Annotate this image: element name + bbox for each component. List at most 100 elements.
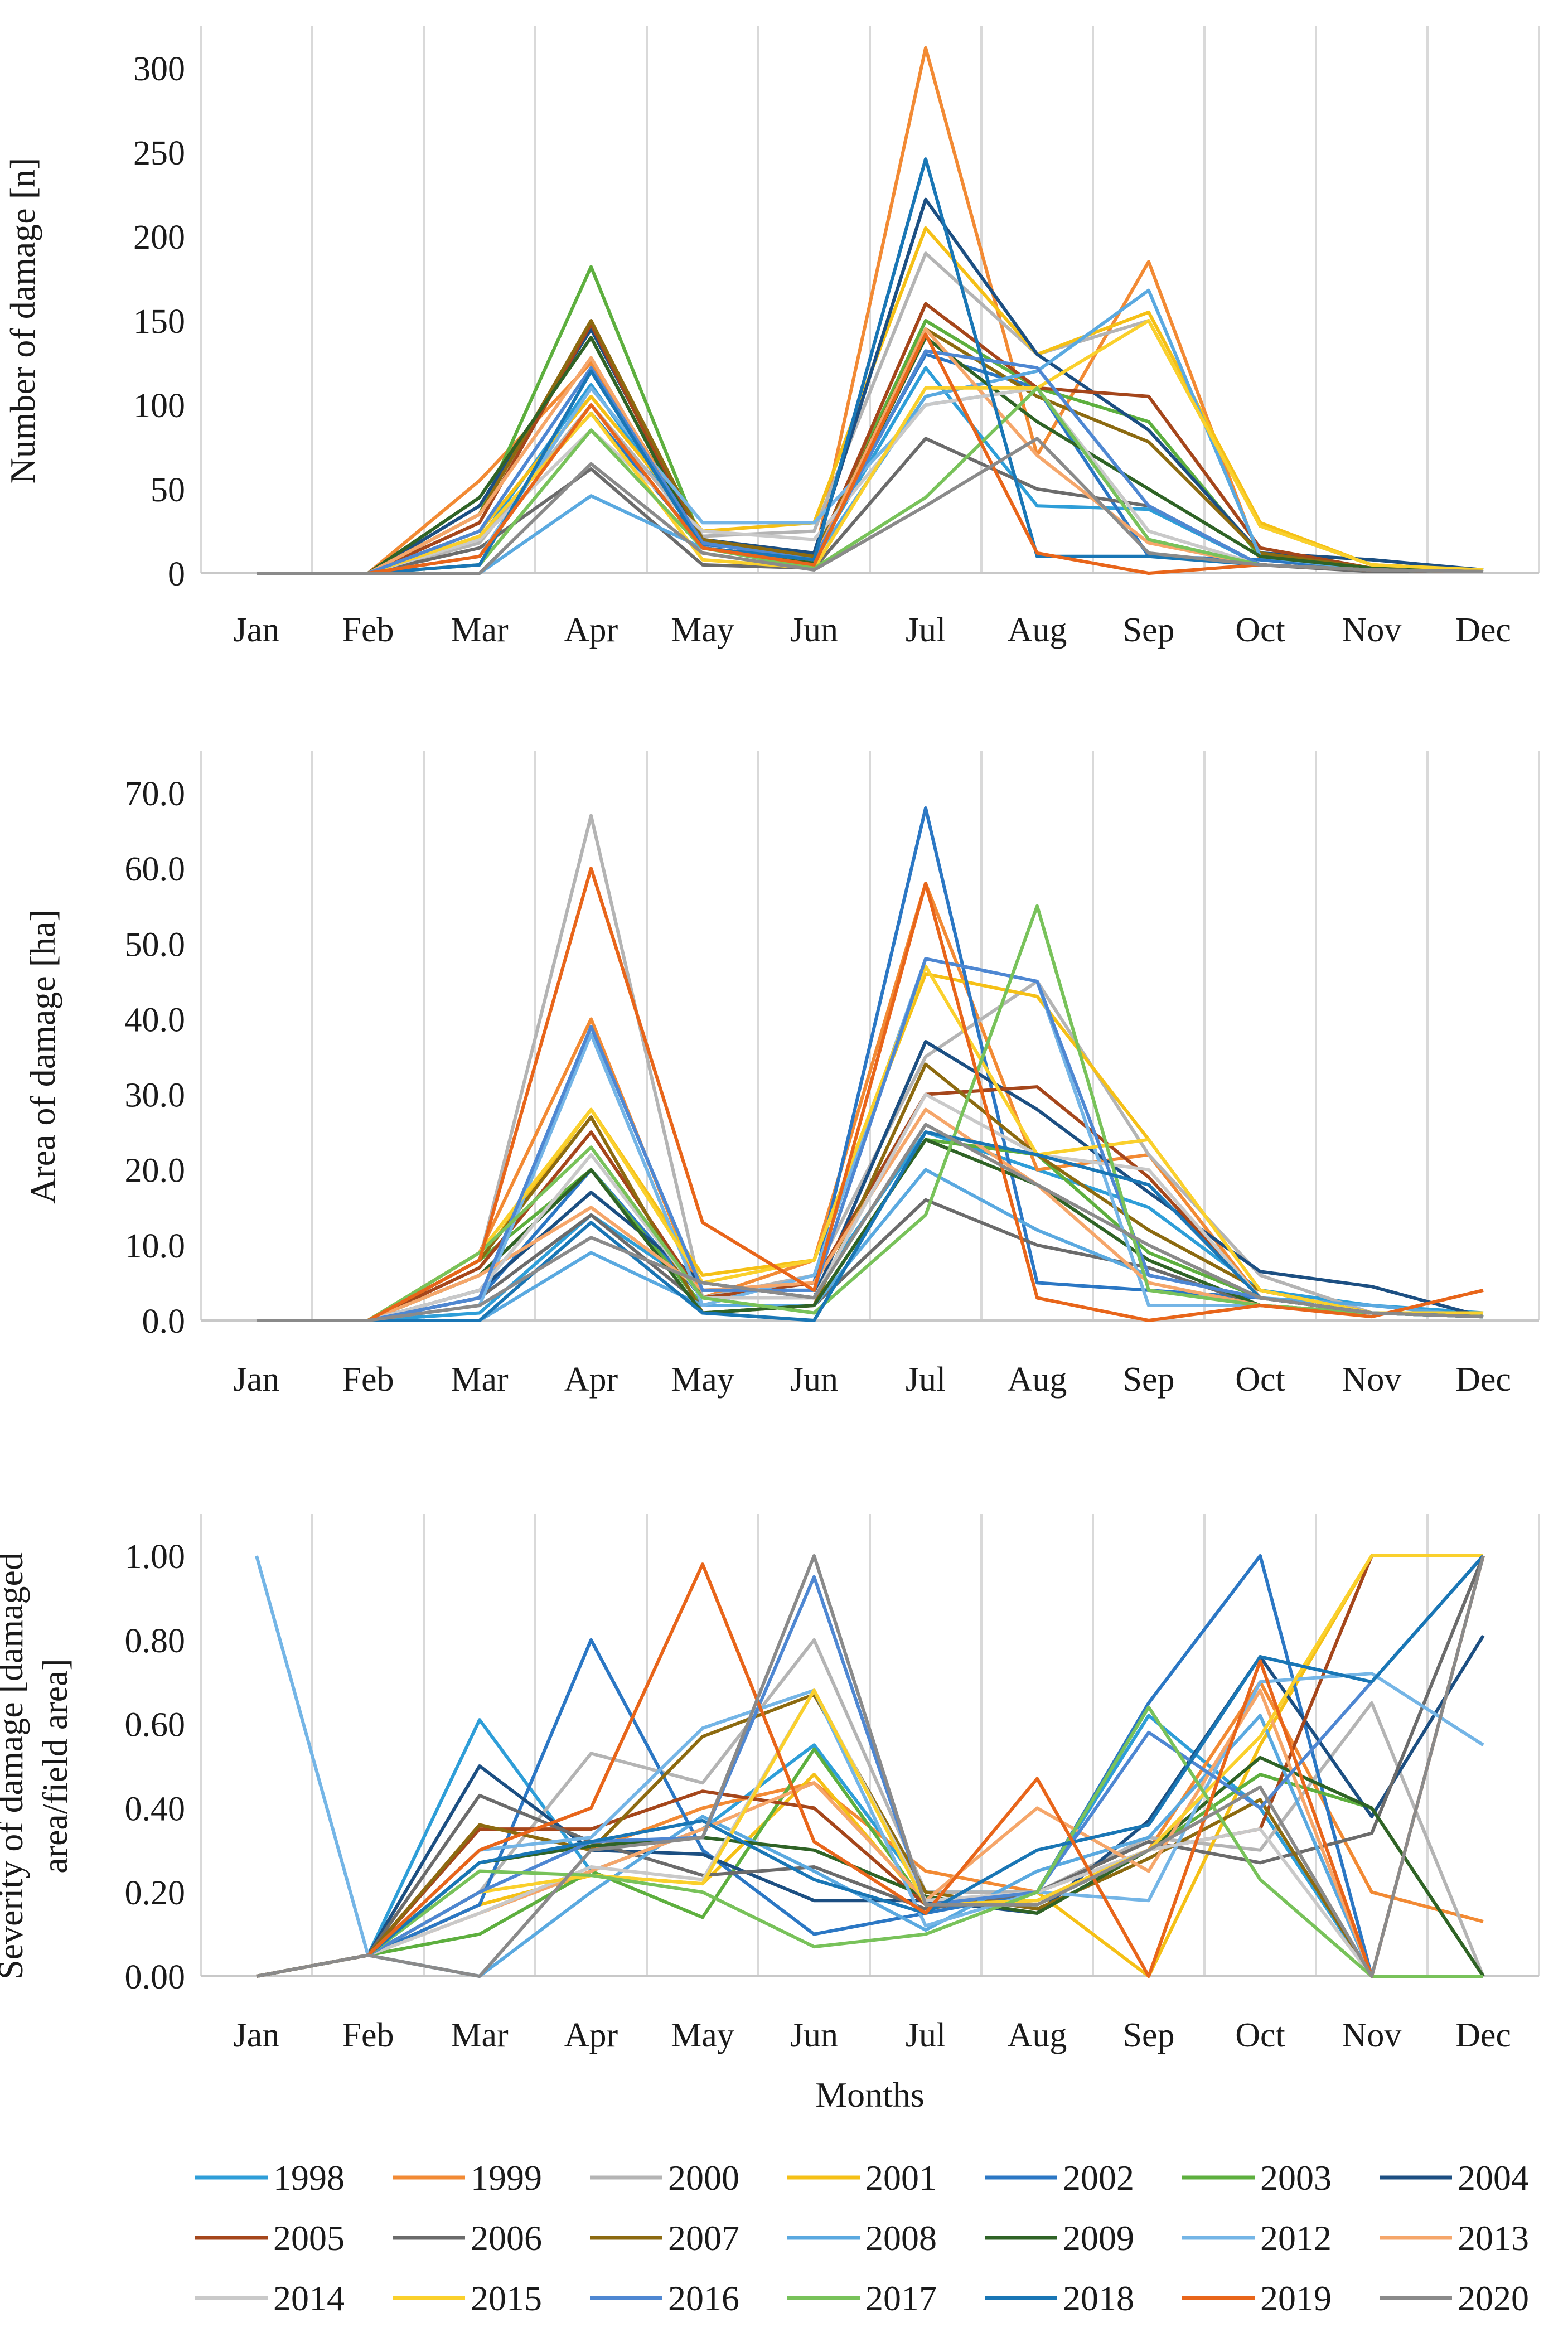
x-tick-label: Dec (1455, 2016, 1511, 2054)
x-tick-label: Oct (1235, 1361, 1285, 1399)
y-tick-label: 0.0 (142, 1303, 186, 1341)
legend-label: 2007 (668, 2218, 739, 2258)
x-tick-label: Feb (342, 2016, 394, 2054)
x-tick-label: Jun (790, 1361, 838, 1399)
y-tick-label: 0.60 (125, 1706, 186, 1744)
x-tick-label: Apr (564, 611, 618, 649)
x-tick-label: Aug (1008, 2016, 1067, 2054)
y-tick-label: 0.80 (125, 1622, 186, 1660)
series-line-2016 (256, 1555, 1485, 1978)
x-tick-label: Mar (451, 611, 509, 649)
x-tick-label: Aug (1008, 1361, 1067, 1399)
x-tick-label: Dec (1455, 611, 1511, 649)
x-tick-label: Jul (906, 2016, 946, 2054)
panel-number-of-damage: 0 50 100 150 200 250 300 Jan Feb Mar Apr May Jun Jul A… (3, 26, 1540, 649)
x-tick-label: Jan (234, 611, 280, 649)
y-tick-label: 0.00 (125, 1958, 186, 1996)
x-tick-label: Nov (1342, 611, 1402, 649)
x-tick-label: Mar (451, 1361, 509, 1399)
series-line-1998 (256, 1714, 1483, 1978)
x-tick-label: May (671, 1361, 734, 1399)
series-line-2019 (256, 1555, 1485, 1978)
y-tick-label: 10.0 (125, 1227, 186, 1265)
series-line-2020 (256, 1554, 1485, 1978)
legend-label: 2002 (1063, 2158, 1134, 2198)
x-tick-label: Oct (1235, 611, 1285, 649)
y-axis-title: Severity of damage [damagedarea/field ar… (0, 1552, 75, 1980)
y-tick-label: 1.00 (125, 1538, 186, 1576)
y-tick-label: 40.0 (125, 1001, 186, 1039)
legend-label: 1999 (471, 2158, 542, 2198)
x-tick-label: Jun (790, 2016, 838, 2054)
x-tick-label: Sep (1123, 611, 1175, 649)
y-tick-label: 150 (133, 303, 185, 341)
y-tick-label: 30.0 (125, 1077, 186, 1115)
y-tick-label: 70.0 (125, 775, 186, 813)
legend-label: 2006 (471, 2218, 542, 2258)
series-line-2017 (256, 1705, 1483, 1978)
series-line-2002 (256, 1554, 1483, 1978)
series-line-2020 (257, 437, 1484, 575)
x-tick-label: Jul (906, 611, 946, 649)
y-tick-label: 0.20 (125, 1874, 186, 1912)
x-tick-label: Apr (564, 2016, 618, 2054)
x-axis-title: Months (815, 2075, 925, 2115)
series-line-2006 (256, 1555, 1485, 1978)
x-tick-label: Dec (1455, 1361, 1511, 1399)
y-tick-label: 100 (133, 387, 185, 425)
x-tick-label: Oct (1235, 2016, 1285, 2054)
x-tick-label: Feb (342, 1361, 394, 1399)
series-line-2018 (256, 1555, 1485, 1978)
x-tick-label: Feb (342, 611, 394, 649)
x-tick-label: Sep (1123, 1361, 1175, 1399)
y-tick-label: 250 (133, 134, 185, 172)
x-tick-label: Jul (906, 1361, 946, 1399)
legend-label: 2001 (865, 2158, 937, 2198)
x-tick-label: Aug (1008, 611, 1067, 649)
legend-label: 2015 (471, 2278, 542, 2318)
x-tick-label: Nov (1342, 1361, 1402, 1399)
y-tick-label: 50.0 (125, 926, 186, 964)
x-tick-label: Sep (1123, 2016, 1175, 2054)
y-tick-label: 200 (133, 219, 185, 257)
x-tick-label: Jan (234, 2016, 280, 2054)
legend-label: 2016 (668, 2278, 739, 2318)
y-tick-label: 0.40 (125, 1790, 186, 1828)
x-tick-label: Jun (790, 611, 838, 649)
legend-label: 2014 (273, 2278, 345, 2318)
series-line-2005 (257, 302, 1484, 575)
y-tick-label: 20.0 (125, 1152, 186, 1190)
x-tick-label: Nov (1342, 2016, 1402, 2054)
legend-label: 2004 (1458, 2158, 1529, 2198)
x-tick-label: May (671, 2016, 734, 2054)
legend-label: 2017 (865, 2278, 937, 2318)
legend-label: 2003 (1260, 2158, 1332, 2198)
legend-label: 2012 (1260, 2218, 1332, 2258)
y-tick-label: 300 (133, 50, 185, 88)
x-tick-label: Jan (234, 1361, 280, 1399)
y-tick-label: 50 (151, 471, 185, 509)
x-tick-label: Apr (564, 1361, 618, 1399)
legend-label: 2000 (668, 2158, 739, 2198)
legend-label: 2019 (1260, 2278, 1332, 2318)
y-tick-label: 0 (168, 555, 185, 593)
panel-severity-of-damage: 0.00 0.20 0.40 0.60 0.80 1.00 Jan Feb Mar Apr May J… (0, 1514, 1540, 2115)
x-tick-label: Mar (451, 2016, 509, 2054)
legend-label: 2005 (273, 2218, 345, 2258)
series-line-2015 (257, 319, 1484, 575)
legend-label: 2008 (865, 2218, 937, 2258)
legend-label: 2018 (1063, 2278, 1134, 2318)
series-line-2019 (257, 867, 1484, 1322)
x-tick-label: May (671, 611, 734, 649)
legend-label: 2020 (1458, 2278, 1529, 2318)
panel-area-of-damage: 0.0 10.0 20.0 30.0 40.0 50.0 60.0 70.0 Jan Feb Mar… (23, 751, 1540, 1399)
legend-label: 2009 (1063, 2218, 1134, 2258)
y-tick-label: 60.0 (125, 850, 186, 888)
y-axis-title: Area of damage [ha] (23, 909, 62, 1204)
series-line-2005 (256, 1554, 1483, 1978)
legend-label: 2013 (1458, 2218, 1529, 2258)
legend-label: 1998 (273, 2158, 345, 2198)
y-axis-title: Number of damage [n] (3, 158, 42, 484)
series-line-2020 (257, 1123, 1484, 1322)
